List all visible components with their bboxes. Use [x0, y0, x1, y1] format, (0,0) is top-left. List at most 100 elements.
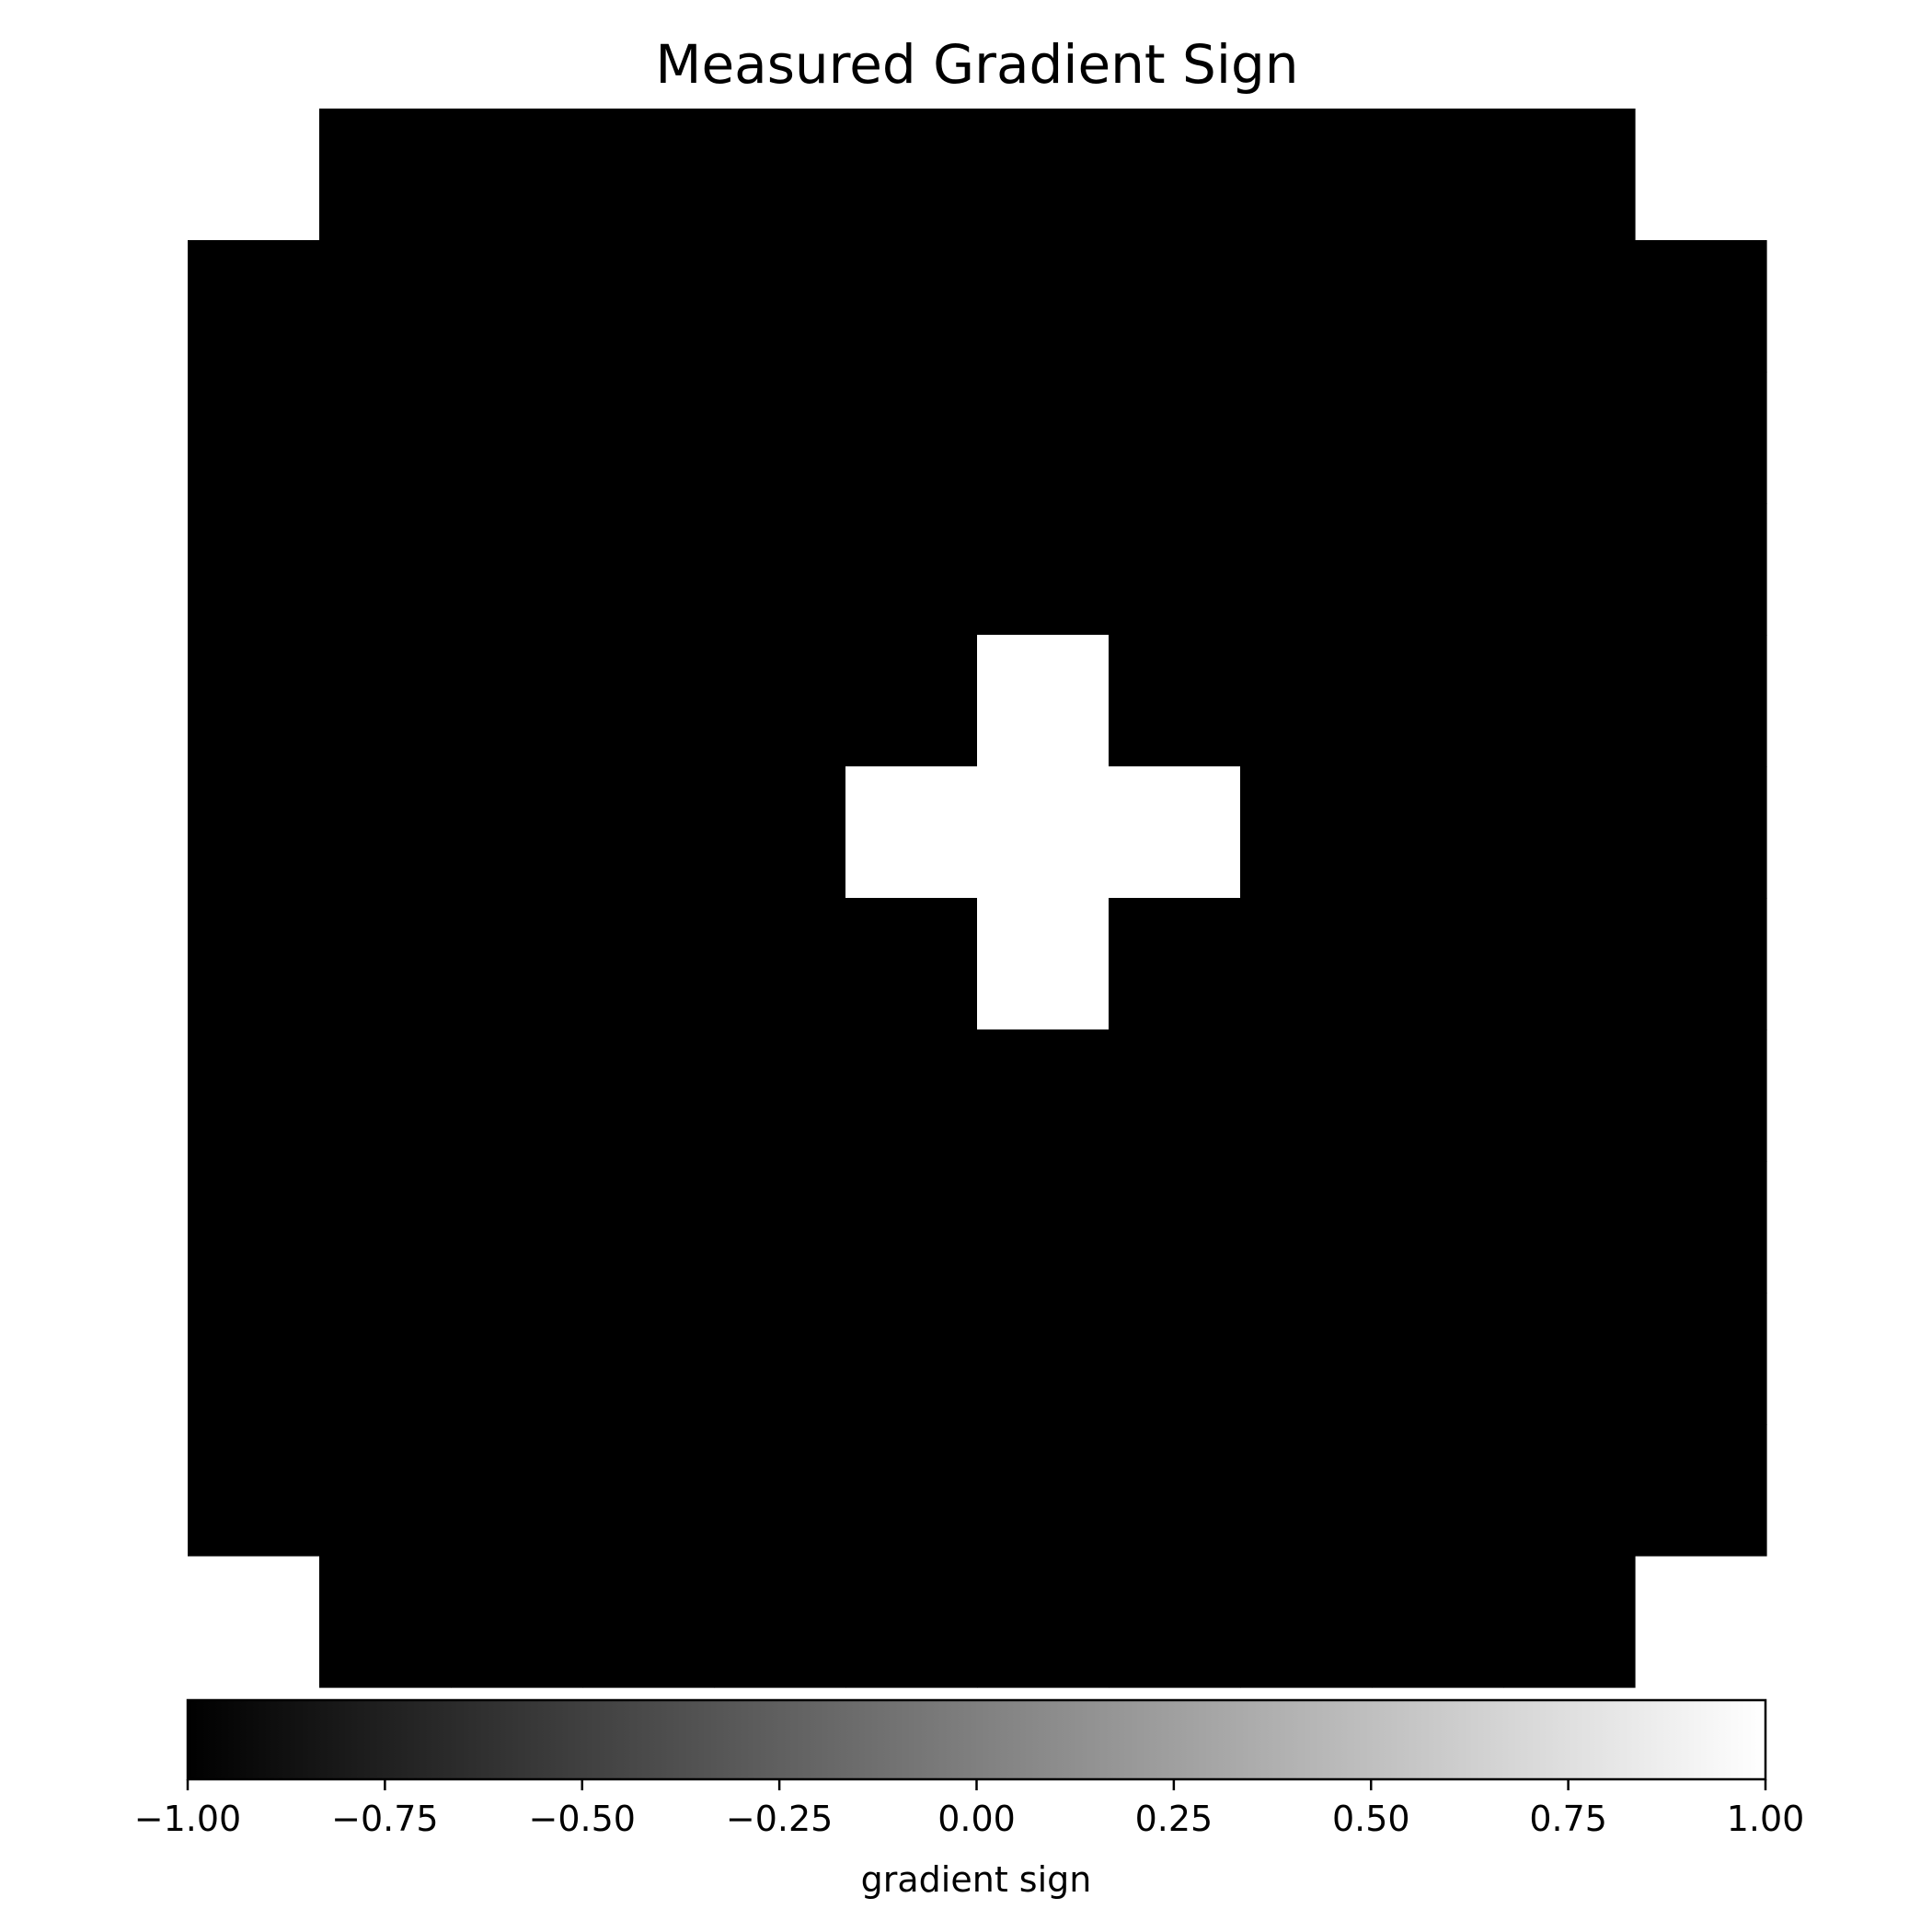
heatmap-cell: [188, 1424, 320, 1557]
heatmap-cell: [1503, 372, 1636, 504]
heatmap-cell: [1635, 1161, 1767, 1294]
heatmap-cell: [714, 635, 846, 767]
heatmap-cell: [845, 1293, 978, 1425]
heatmap-cell: [977, 766, 1110, 899]
heatmap-cell: [582, 1161, 715, 1294]
heatmap-cell: [451, 898, 583, 1030]
heatmap-cell: [1635, 766, 1767, 899]
heatmap-cell: [1109, 503, 1241, 636]
heatmap-cell: [977, 1293, 1110, 1425]
heatmap-cell: [977, 635, 1110, 767]
colorbar-tick-label: −1.00: [134, 1799, 241, 1839]
heatmap-cell: [1503, 1161, 1636, 1294]
colorbar-tick-label: −0.50: [529, 1799, 636, 1839]
heatmap-cell: [1240, 240, 1373, 373]
heatmap-cell: [188, 503, 320, 636]
heatmap-cell: [451, 109, 583, 241]
heatmap-cell: [714, 1556, 846, 1688]
heatmap-cell: [188, 240, 320, 373]
heatmap-cell: [582, 240, 715, 373]
heatmap-cell: [1503, 635, 1636, 767]
heatmap-cell: [319, 1161, 452, 1294]
heatmap-cell: [714, 1029, 846, 1162]
heatmap-cell: [1635, 372, 1767, 504]
heatmap-cell: [319, 898, 452, 1030]
heatmap-cell: [714, 1161, 846, 1294]
colorbar-tick-label: 0.00: [937, 1799, 1016, 1839]
heatmap-cell: [582, 1556, 715, 1688]
heatmap-cell: [1240, 1161, 1373, 1294]
heatmap-cell: [1503, 240, 1636, 373]
heatmap-cell: [1635, 240, 1767, 373]
heatmap-cell: [1635, 1029, 1767, 1162]
heatmap-cell: [977, 109, 1110, 241]
heatmap-cell: [1109, 1556, 1241, 1688]
heatmap-cell: [714, 898, 846, 1030]
heatmap-cell: [1372, 1293, 1504, 1425]
heatmap-cell: [714, 372, 846, 504]
heatmap-cell: [1635, 1424, 1767, 1557]
heatmap-cell: [451, 766, 583, 899]
heatmap-cell: [1240, 1293, 1373, 1425]
colorbar-label: gradient sign: [861, 1859, 1092, 1900]
heatmap-cell: [977, 1556, 1110, 1688]
heatmap-cell: [1503, 766, 1636, 899]
heatmap-cell: [1503, 1556, 1636, 1688]
heatmap-cell: [1240, 1424, 1373, 1557]
colorbar-tick-label: −0.25: [726, 1799, 833, 1839]
heatmap-grid: [188, 109, 1767, 1688]
heatmap-cell: [1372, 1556, 1504, 1688]
heatmap-cell: [319, 109, 452, 241]
heatmap-cell: [1109, 1424, 1241, 1557]
heatmap-cell: [319, 372, 452, 504]
heatmap-cell: [1372, 503, 1504, 636]
heatmap-cell: [1372, 1161, 1504, 1294]
heatmap-cell: [451, 372, 583, 504]
heatmap-cell: [714, 240, 846, 373]
heatmap-cell: [977, 240, 1110, 373]
heatmap-cell: [582, 635, 715, 767]
heatmap-cell: [845, 898, 978, 1030]
heatmap-cell: [1109, 898, 1241, 1030]
heatmap-cell: [582, 898, 715, 1030]
heatmap-cell: [977, 503, 1110, 636]
heatmap-cell: [188, 635, 320, 767]
heatmap-cell: [188, 1029, 320, 1162]
heatmap-cell: [1109, 766, 1241, 899]
heatmap-cell: [1109, 109, 1241, 241]
heatmap-cell: [1240, 766, 1373, 899]
heatmap-cell: [714, 503, 846, 636]
heatmap-cell: [1635, 635, 1767, 767]
heatmap-cell: [977, 372, 1110, 504]
heatmap-cell: [319, 503, 452, 636]
heatmap-cell: [1372, 109, 1504, 241]
heatmap-cell: [319, 766, 452, 899]
heatmap-cell: [188, 372, 320, 504]
colorbar: −1.00 −0.75 −0.50 −0.25 0.00 0.25 0.50 0.75 1.00…: [134, 1698, 1804, 1900]
heatmap-cell: [1503, 503, 1636, 636]
heatmap-cell: [451, 503, 583, 636]
heatmap-cell: [714, 766, 846, 899]
heatmap-cell: [188, 898, 320, 1030]
heatmap-cell: [845, 766, 978, 899]
heatmap-cell: [582, 1293, 715, 1425]
heatmap-cell: [582, 503, 715, 636]
heatmap-cell: [1372, 898, 1504, 1030]
heatmap-cell: [188, 1293, 320, 1425]
colorbar-tick-label: 0.25: [1135, 1799, 1213, 1839]
heatmap-cell: [1240, 372, 1373, 504]
heatmap-cell: [1240, 635, 1373, 767]
heatmap-cell: [1372, 635, 1504, 767]
colorbar-gradient: [186, 1698, 1767, 1781]
heatmap-cell: [977, 1029, 1110, 1162]
colorbar-tick-label: 0.75: [1529, 1799, 1607, 1839]
heatmap-cell: [1635, 503, 1767, 636]
heatmap-cell: [451, 1161, 583, 1294]
heatmap-cell: [1109, 240, 1241, 373]
heatmap-cell: [582, 1029, 715, 1162]
heatmap-cell: [451, 1293, 583, 1425]
heatmap-cell: [1503, 1029, 1636, 1162]
heatmap-cell: [319, 240, 452, 373]
heatmap-cell: [1109, 635, 1241, 767]
heatmap-cell: [1372, 1029, 1504, 1162]
